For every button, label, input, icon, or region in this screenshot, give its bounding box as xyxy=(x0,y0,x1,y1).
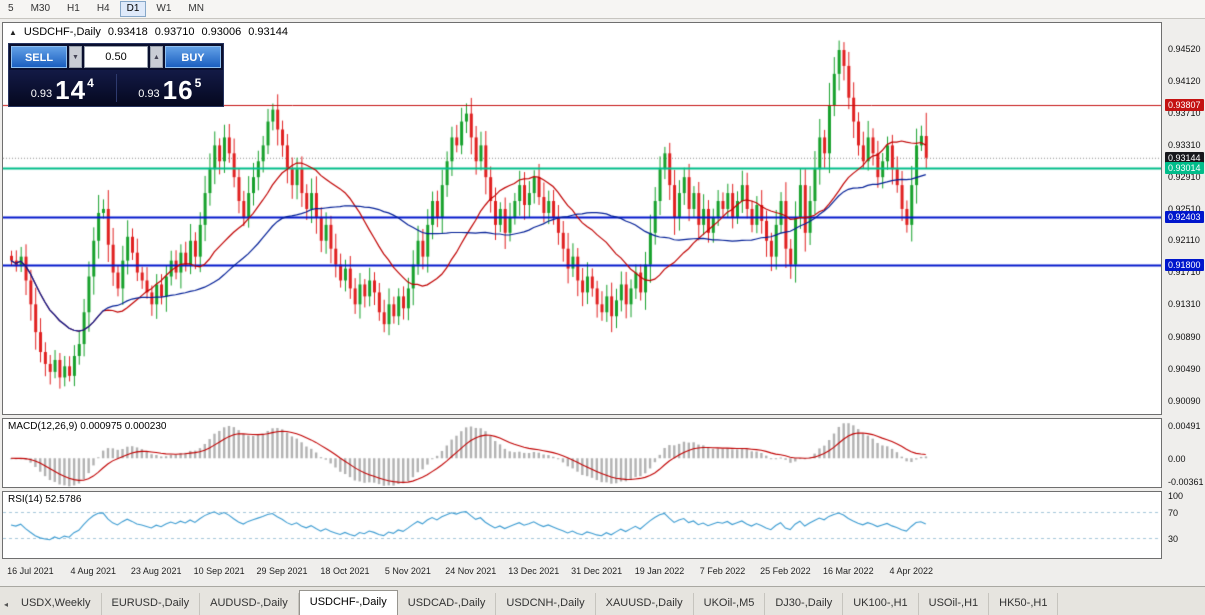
chart-header: ▲ USDCHF-,Daily 0.93418 0.93710 0.93006 … xyxy=(9,26,288,38)
price-tick-label: 0.90090 xyxy=(1168,395,1201,406)
chart-tab-audusd-daily[interactable]: AUDUSD-,Daily xyxy=(200,593,299,615)
timeframe-button-h4[interactable]: H4 xyxy=(96,3,110,14)
timeframe-toolbar: 5 M30 H1 H4 D1 W1 MN xyxy=(0,0,1205,19)
sell-price-quote[interactable]: 0.93 14 4 xyxy=(9,70,116,106)
timeframe-button-d1[interactable]: D1 xyxy=(119,1,147,17)
price-tick-label: 0.90490 xyxy=(1168,364,1201,375)
chart-tab-uk100-h1[interactable]: UK100-,H1 xyxy=(843,593,919,615)
chart-open-value: 0.93418 xyxy=(107,26,148,38)
chart-low-value: 0.93006 xyxy=(201,26,242,38)
price-tick-label: 0.93310 xyxy=(1168,140,1201,151)
date-axis-label: 5 Nov 2021 xyxy=(384,566,431,576)
date-axis-label: 10 Sep 2021 xyxy=(193,566,245,576)
chart-symbol-label: USDCHF-,Daily xyxy=(23,26,101,38)
arrow-down-icon: ▼ xyxy=(72,54,79,61)
sell-price-pip-digit: 4 xyxy=(87,76,94,90)
date-axis-label: 16 Mar 2022 xyxy=(823,566,874,576)
price-badge: 0.91800 xyxy=(1165,258,1204,271)
timeframe-button-mn[interactable]: MN xyxy=(188,3,204,14)
one-click-trading-panel: SELL ▼ 0.50 ▲ BUY 0.93 14 4 0.93 16 5 xyxy=(8,43,224,107)
price-badge: 0.93144 xyxy=(1165,151,1204,164)
rsi-panel[interactable]: RSI(14) 52.5786 xyxy=(2,491,1162,559)
macd-panel[interactable]: MACD(12,26,9) 0.000975 0.000230 xyxy=(2,418,1162,488)
chart-tab-usdcnh-daily[interactable]: USDCNH-,Daily xyxy=(496,593,596,615)
volume-increase-button[interactable]: ▲ xyxy=(150,46,163,68)
macd-canvas[interactable] xyxy=(3,419,1161,487)
timeframe-button-h1[interactable]: H1 xyxy=(67,3,80,14)
macd-label: MACD(12,26,9) 0.000975 0.000230 xyxy=(8,421,167,432)
date-axis-label: 7 Feb 2022 xyxy=(699,566,746,576)
date-axis-label: 16 Jul 2021 xyxy=(7,566,54,576)
rsi-label: RSI(14) 52.5786 xyxy=(8,494,82,505)
date-axis-label: 31 Dec 2021 xyxy=(571,566,623,576)
buy-price-big-digits: 16 xyxy=(162,75,194,105)
macd-axis: 0.00491 0.00 -0.00361 xyxy=(1164,419,1205,487)
trade-panel-controls: SELL ▼ 0.50 ▲ BUY xyxy=(9,44,223,70)
panel-toggle-icon[interactable]: ▲ xyxy=(9,27,17,37)
tab-scroll-icon[interactable]: ◂ xyxy=(4,600,9,609)
chart-tab-ukoil-m5[interactable]: UKOil-,M5 xyxy=(694,593,766,615)
chart-tab-xauusd-daily[interactable]: XAUUSD-,Daily xyxy=(596,593,694,615)
date-axis-label: 24 Nov 2021 xyxy=(445,566,497,576)
price-tick-label: 0.94120 xyxy=(1168,75,1201,86)
price-badge: 0.93014 xyxy=(1165,162,1204,175)
sell-button[interactable]: SELL xyxy=(11,46,67,68)
date-axis-label: 13 Dec 2021 xyxy=(508,566,560,576)
chart-tab-dj30-daily[interactable]: DJ30-,Daily xyxy=(765,593,844,615)
date-axis-label: 4 Aug 2021 xyxy=(70,566,117,576)
price-badge: 0.92403 xyxy=(1165,210,1204,223)
date-axis-label: 25 Feb 2022 xyxy=(760,566,811,576)
buy-price-quote[interactable]: 0.93 16 5 xyxy=(117,70,224,106)
buy-price-pip-digit: 5 xyxy=(194,76,202,90)
macd-axis-label: 0.00491 xyxy=(1168,421,1201,431)
arrow-up-icon: ▲ xyxy=(153,54,160,61)
volume-decrease-button[interactable]: ▼ xyxy=(69,46,82,68)
macd-axis-label: 0.00 xyxy=(1168,454,1186,465)
buy-button[interactable]: BUY xyxy=(165,46,221,68)
chart-tab-usoil-h1[interactable]: USOil-,H1 xyxy=(919,593,990,615)
date-axis-label: 4 Apr 2022 xyxy=(889,566,934,576)
volume-input[interactable]: 0.50 xyxy=(84,46,148,68)
date-axis: 16 Jul 2021 4 Aug 2021 23 Aug 2021 10 Sep 2… xyxy=(2,561,1205,583)
timeframe-button-m30[interactable]: M30 xyxy=(30,3,51,14)
price-tick-label: 0.94520 xyxy=(1168,43,1201,54)
chart-tab-usdcad-daily[interactable]: USDCAD-,Daily xyxy=(398,593,497,615)
chart-tab-hk50-h1[interactable]: HK50-,H1 xyxy=(989,593,1059,615)
rsi-canvas[interactable] xyxy=(3,492,1161,558)
quote-divider xyxy=(115,74,117,102)
date-axis-label: 19 Jan 2022 xyxy=(634,566,685,576)
price-axis: 0.94520 0.94120 0.93710 0.93310 0.92910 0.925… xyxy=(1164,23,1205,414)
buy-price-prefix: 0.93 xyxy=(138,88,160,100)
rsi-axis: 100 70 30 xyxy=(1164,491,1205,558)
price-tick-label: 0.91310 xyxy=(1168,299,1201,310)
timeframe-button-5[interactable]: 5 xyxy=(8,3,14,14)
price-badge: 0.93807 xyxy=(1165,99,1204,112)
macd-axis-label: -0.00361 xyxy=(1168,477,1204,487)
price-tick-label: 0.90890 xyxy=(1168,332,1201,343)
price-tick-label: 0.91710 xyxy=(1168,267,1201,278)
price-tick-label: 0.92910 xyxy=(1168,171,1201,182)
date-axis-label: 29 Sep 2021 xyxy=(256,566,308,576)
sell-price-big-digits: 14 xyxy=(55,75,87,105)
chart-high-value: 0.93710 xyxy=(154,26,195,38)
chart-tab-bar: ◂ USDX,Weekly EURUSD-,Daily AUDUSD-,Daily US… xyxy=(0,586,1205,615)
trade-panel-quotes: 0.93 14 4 0.93 16 5 xyxy=(9,70,223,106)
sell-price-prefix: 0.93 xyxy=(30,88,53,100)
price-tick-label: 0.92110 xyxy=(1168,235,1200,246)
price-tick-label: 0.93710 xyxy=(1168,108,1201,119)
chart-tab-usdx-weekly[interactable]: USDX,Weekly xyxy=(11,593,102,615)
main-chart-panel[interactable]: ▲ USDCHF-,Daily 0.93418 0.93710 0.93006 … xyxy=(2,22,1162,415)
chart-close-value: 0.93144 xyxy=(248,26,288,38)
rsi-axis-label: 70 xyxy=(1168,507,1179,518)
chart-tab-eurusd-daily[interactable]: EURUSD-,Daily xyxy=(102,593,201,615)
price-tick-label: 0.92510 xyxy=(1168,203,1201,214)
rsi-axis-label: 30 xyxy=(1168,534,1179,545)
date-axis-label: 18 Oct 2021 xyxy=(320,566,370,576)
date-axis-label: 23 Aug 2021 xyxy=(130,566,182,576)
timeframe-button-w1[interactable]: W1 xyxy=(156,3,172,14)
rsi-axis-label: 100 xyxy=(1168,491,1184,501)
chart-tab-usdchf-daily[interactable]: USDCHF-,Daily xyxy=(298,590,398,615)
